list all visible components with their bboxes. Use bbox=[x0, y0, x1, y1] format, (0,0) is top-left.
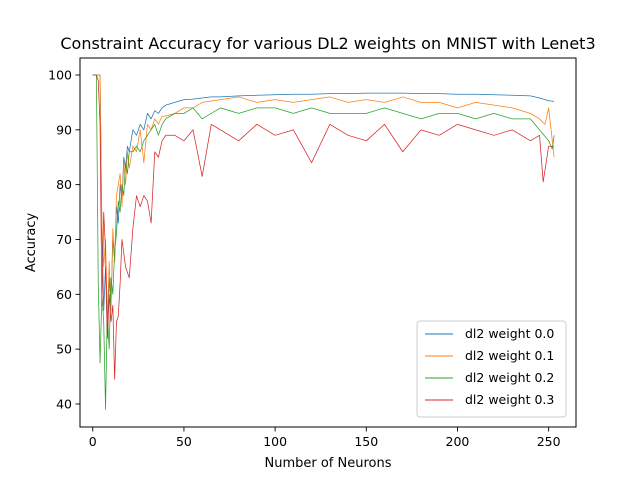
legend-box bbox=[416, 320, 567, 418]
plot-frame bbox=[79, 57, 577, 428]
y-tick-label-1: 50 bbox=[56, 342, 72, 357]
series-line-1 bbox=[92, 74, 555, 323]
legend-label-0: dl2 weight 0.0 bbox=[465, 326, 554, 341]
legend-label-2: dl2 weight 0.2 bbox=[465, 370, 554, 385]
series-line-3 bbox=[92, 74, 555, 380]
y-tick-label-6: 100 bbox=[48, 67, 72, 82]
x-tick-label-2: 100 bbox=[263, 434, 287, 449]
series-lines bbox=[92, 74, 555, 410]
x-tick-label-5: 250 bbox=[537, 434, 561, 449]
chart-title: Constraint Accuracy for various DL2 weig… bbox=[60, 34, 595, 53]
y-axis: 40 50 60 70 80 90 100 bbox=[48, 67, 80, 411]
y-tick-label-2: 60 bbox=[56, 287, 72, 302]
legend-label-1: dl2 weight 0.1 bbox=[465, 348, 554, 363]
x-axis: 0 50 100 150 200 250 bbox=[89, 427, 561, 449]
legend-label-3: dl2 weight 0.3 bbox=[465, 392, 554, 407]
y-axis-label: Accuracy bbox=[24, 213, 39, 273]
legend: dl2 weight 0.0 dl2 weight 0.1 dl2 weight 0… bbox=[416, 320, 567, 418]
x-tick-label-0: 0 bbox=[89, 434, 97, 449]
series-line-2 bbox=[92, 74, 555, 410]
x-tick-label-4: 200 bbox=[446, 434, 470, 449]
y-tick-label-5: 90 bbox=[56, 122, 72, 137]
x-tick-label-1: 50 bbox=[176, 434, 192, 449]
x-axis-label: Number of Neurons bbox=[264, 456, 391, 471]
y-tick-label-4: 80 bbox=[56, 177, 72, 192]
x-tick-label-3: 150 bbox=[354, 434, 378, 449]
y-tick-label-3: 70 bbox=[56, 232, 72, 247]
y-tick-label-0: 40 bbox=[56, 396, 72, 411]
